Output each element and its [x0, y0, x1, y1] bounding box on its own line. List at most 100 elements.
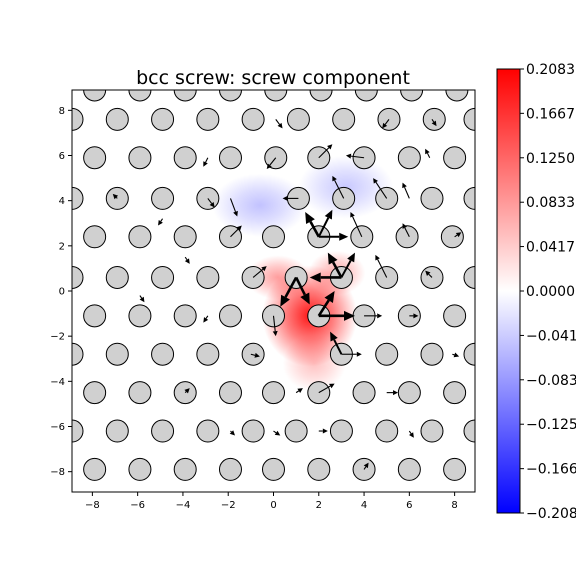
atom-marker	[151, 186, 175, 210]
atom-marker	[105, 265, 129, 289]
x-tick-label: 6	[406, 500, 412, 511]
displacement-arrow	[341, 351, 362, 357]
colorbar-tick-label: −0.041	[526, 328, 576, 344]
x-tick-label: 0	[270, 500, 276, 511]
atom-marker	[83, 381, 107, 405]
atom-marker	[72, 342, 84, 366]
displacement-arrow	[230, 225, 242, 238]
atom-marker	[218, 90, 242, 102]
displacement-arrow	[309, 272, 342, 283]
atom-marker	[151, 342, 175, 366]
atom-marker	[196, 107, 220, 131]
displacement-arrow	[139, 295, 145, 303]
displacement-arrow	[273, 430, 281, 436]
y-axis: −8 −6 −4 −2 0 2 4 6 8	[50, 106, 72, 478]
atom-marker	[375, 342, 399, 366]
colorbar-tick-label: 0.1667	[526, 106, 575, 122]
atom-marker	[105, 342, 129, 366]
atom-marker	[196, 265, 220, 289]
displacement-arrow	[364, 313, 383, 319]
atom-marker	[83, 457, 107, 481]
y-tick-label: −2	[50, 332, 65, 343]
atom-marker	[352, 381, 376, 405]
atom-marker	[218, 457, 242, 481]
displacement-arrow	[184, 388, 190, 394]
atom-marker	[173, 304, 197, 328]
atom-marker	[443, 304, 467, 328]
displacement-arrow	[252, 266, 267, 278]
atom-marker	[105, 107, 129, 131]
atom-marker	[196, 342, 220, 366]
atom-marker	[309, 90, 333, 102]
atom-marker	[128, 457, 152, 481]
atom-marker	[173, 90, 197, 102]
displacement-arrow	[266, 157, 277, 170]
atom-marker	[397, 381, 421, 405]
atom-marker	[72, 186, 84, 210]
atom-marker	[128, 304, 152, 328]
displacement-arrow	[207, 198, 215, 208]
atom-marker	[128, 381, 152, 405]
x-tick-label: −8	[85, 500, 100, 511]
atom-marker	[463, 265, 475, 289]
displacement-arrow	[327, 252, 343, 279]
atom-marker	[151, 419, 175, 443]
atom-marker	[151, 107, 175, 131]
field-layer	[212, 155, 394, 392]
atom-marker	[241, 107, 265, 131]
y-tick-label: −4	[50, 377, 65, 388]
displacement-arrow	[318, 310, 356, 321]
atom-marker	[463, 186, 475, 210]
displacement-arrow	[332, 175, 345, 199]
colorbar-tick-label: −0.125	[526, 417, 576, 433]
atom-marker	[422, 107, 446, 131]
displacement-arrow	[425, 148, 431, 158]
atom-marker	[151, 265, 175, 289]
displacement-arrow	[350, 211, 363, 238]
field-positive-region	[282, 334, 346, 392]
atom-marker	[241, 419, 265, 443]
arrow-layer	[112, 119, 462, 470]
colorbar-tick-label: 0.0833	[526, 195, 575, 211]
atom-marker	[400, 90, 424, 102]
atom-marker	[83, 304, 107, 328]
x-tick-label: 2	[316, 500, 322, 511]
atom-marker	[332, 107, 356, 131]
y-tick-label: 6	[59, 151, 65, 162]
displacement-arrow	[402, 223, 410, 238]
displacement-arrow	[203, 315, 209, 323]
displacement-arrow	[402, 182, 410, 199]
displacement-arrow	[454, 232, 462, 238]
atom-marker	[83, 146, 107, 170]
field-negative-region	[298, 155, 394, 219]
displacement-arrow	[330, 331, 343, 355]
atom-marker	[83, 90, 107, 102]
colorbar-tick-label: −0.166	[526, 462, 576, 478]
x-tick-label: −2	[221, 500, 236, 511]
atom-marker	[443, 457, 467, 481]
displacement-arrow	[318, 428, 328, 434]
displacement-arrow	[280, 276, 298, 307]
chart-title: bcc screw: screw component	[136, 67, 410, 89]
displacement-arrow	[452, 352, 460, 358]
colorbar: 0.2083 0.1667 0.1250 0.0833 0.0417 0.0000 −0.0…	[496, 62, 576, 522]
y-tick-label: −8	[50, 467, 65, 478]
colorbar-gradient	[496, 68, 521, 514]
atom-marker	[72, 107, 84, 131]
colorbar-tick-label: 0.0000	[526, 284, 575, 300]
atom-marker	[443, 146, 467, 170]
displacement-arrow	[158, 218, 164, 226]
atom-marker	[397, 146, 421, 170]
atom-marker	[262, 457, 285, 481]
atom-marker	[128, 225, 152, 249]
y-tick-label: −6	[50, 422, 65, 433]
atom-marker	[173, 146, 197, 170]
plot-area	[71, 89, 476, 493]
atom-marker	[72, 419, 84, 443]
x-tick-label: 4	[361, 500, 367, 511]
displacement-arrow	[373, 178, 388, 199]
atom-marker	[307, 457, 331, 481]
x-tick-label: −6	[130, 500, 145, 511]
displacement-arrow	[318, 383, 335, 394]
